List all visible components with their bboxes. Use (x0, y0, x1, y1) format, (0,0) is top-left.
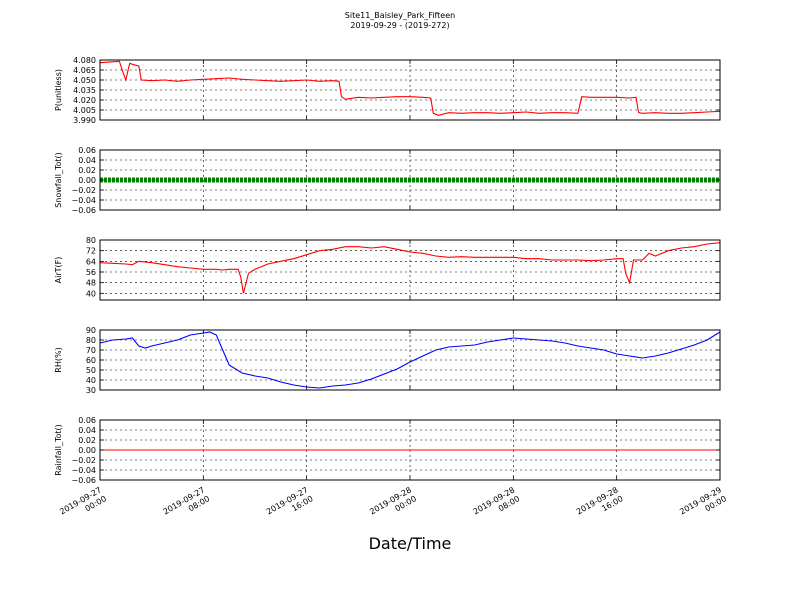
x-axis-label: Date/Time (368, 534, 452, 553)
y-tick-label: 4.020 (73, 96, 96, 105)
y-tick-label: 0.00 (78, 176, 96, 185)
y-tick-label: 4.050 (73, 76, 96, 85)
y-tick-label: 4.035 (73, 86, 96, 95)
y-axis-label: Snowfall_Tot() (54, 152, 63, 208)
y-tick-label: 0.06 (78, 416, 96, 425)
y-axis-label: Rainfall_Tot() (54, 424, 63, 476)
y-tick-label: −0.04 (71, 196, 96, 205)
y-tick-label: 70 (86, 346, 96, 355)
y-tick-label: 3.990 (73, 116, 96, 125)
y-tick-label: −0.06 (71, 476, 96, 485)
y-tick-label: 0.04 (78, 426, 96, 435)
y-axis-label: P(unitless) (54, 69, 63, 111)
chart-subtitle: 2019-09-29 - (2019-272) (350, 21, 450, 30)
y-tick-label: 60 (86, 356, 96, 365)
chart-title: Site11_Baisley_Park_Fifteen (344, 11, 456, 20)
y-tick-label: 0.04 (78, 156, 96, 165)
y-tick-label: 0.06 (78, 146, 96, 155)
panel-5: −0.06−0.04−0.020.000.020.040.06 Rainfall_… (54, 416, 721, 485)
series-line (99, 331, 721, 389)
y-tick-label: 4.005 (73, 106, 96, 115)
series-line (99, 60, 721, 116)
y-tick-label: 40 (86, 289, 96, 298)
series-line (99, 242, 721, 294)
y-tick-label: 90 (86, 326, 96, 335)
y-axis-label: AirT(F) (54, 257, 63, 284)
y-tick-label: 64 (86, 257, 96, 266)
y-tick-label: 30 (86, 386, 96, 395)
y-tick-label: 0.02 (78, 436, 96, 445)
y-tick-label: −0.04 (71, 466, 96, 475)
y-tick-label: 56 (86, 268, 96, 277)
y-tick-label: −0.06 (71, 206, 96, 215)
y-tick-label: 0.00 (78, 446, 96, 455)
y-tick-label: 0.02 (78, 166, 96, 175)
y-tick-label: 80 (86, 336, 96, 345)
y-tick-label: 4.080 (73, 56, 96, 65)
panel-2: −0.06−0.04−0.020.000.020.040.06 Snowfall_… (54, 146, 721, 215)
y-tick-label: 48 (86, 279, 96, 288)
y-tick-label: 40 (86, 376, 96, 385)
y-tick-label: 50 (86, 366, 96, 375)
y-axis-label: RH(%) (54, 347, 63, 372)
y-tick-label: −0.02 (71, 456, 96, 465)
y-tick-label: 72 (86, 247, 96, 256)
y-tick-label: 4.065 (73, 66, 96, 75)
y-tick-label: −0.02 (71, 186, 96, 195)
y-tick-label: 80 (86, 236, 96, 245)
